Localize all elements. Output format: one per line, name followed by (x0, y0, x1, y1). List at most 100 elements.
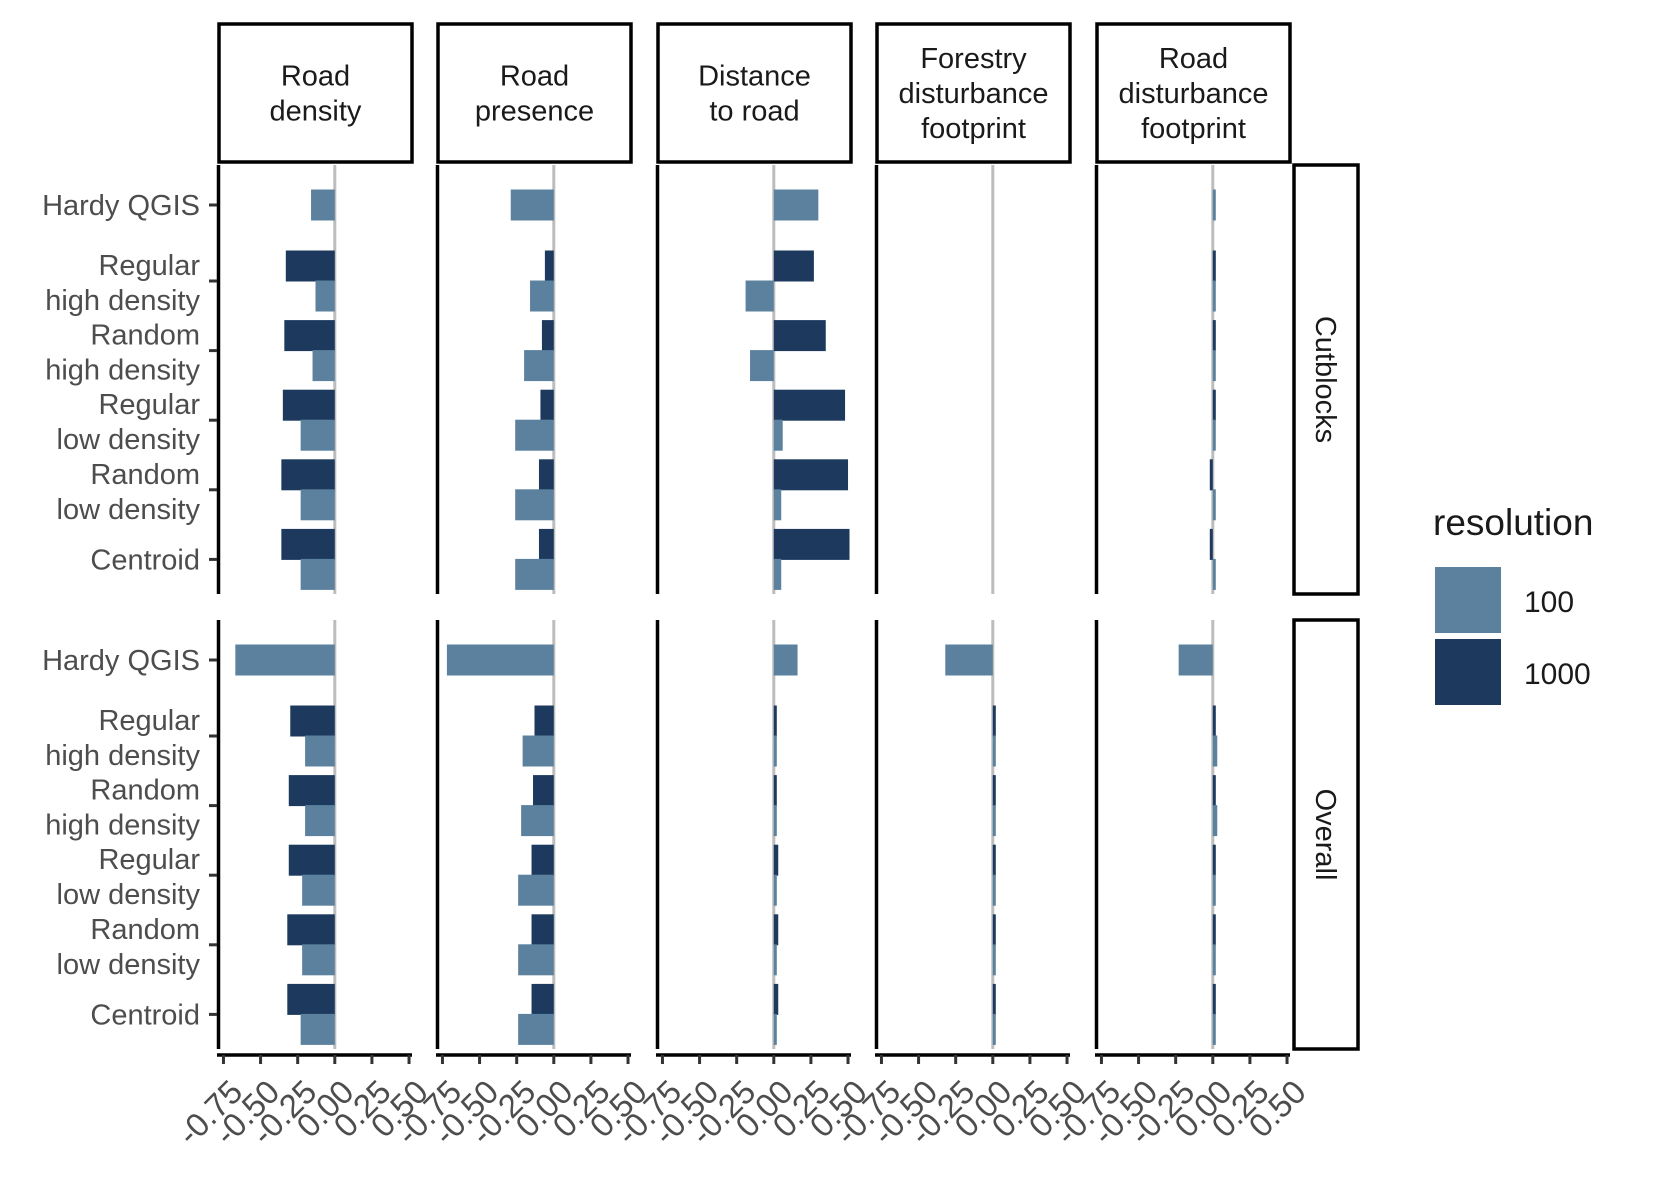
y-tick-label: high density (45, 285, 200, 317)
bar-100-random-low-density (518, 944, 554, 976)
bar-100-random-high-density (992, 805, 996, 837)
bar-100-random-high-density (312, 350, 335, 382)
row-strip-overall: Overall (1292, 618, 1360, 1051)
panel-cutblocks-road-disturbance-footprint (1094, 165, 1216, 594)
legend-label-1000: 1000 (1524, 658, 1591, 691)
bar-1000-random-high-density (773, 775, 777, 807)
strip-label: Road (1159, 43, 1228, 75)
bar-1000-random-high-density (992, 775, 996, 807)
bar-1000-random-low-density (992, 914, 996, 946)
legend-key-100 (1435, 567, 1501, 633)
y-tick-label: Regular (98, 705, 200, 737)
legend: resolution 100 1000 (1433, 502, 1593, 705)
strip-label: density (270, 96, 362, 128)
bar-100-regular-high-density (773, 735, 777, 767)
bar-1000-random-low-density (1209, 459, 1213, 491)
bar-1000-centroid (992, 983, 996, 1015)
bar-100-regular-high-density (1212, 280, 1216, 312)
strip-label: to road (709, 96, 799, 128)
bar-100-regular-low-density (1212, 419, 1216, 451)
bar-100-regular-low-density (300, 419, 335, 451)
strip-label: Road (500, 61, 569, 93)
y-tick-label: high density (45, 740, 200, 772)
y-tick-label: Centroid (90, 999, 200, 1031)
bar-100-centroid (992, 1013, 996, 1045)
bar-100-regular-high-density (1212, 735, 1218, 767)
x-axis-forestry-disturbance-footprint: -0.75-0.50-0.250.000.250.50 (828, 1053, 1093, 1152)
bar-100-regular-low-density (515, 419, 554, 451)
bar-1000-centroid (773, 528, 850, 560)
bar-1000-random-low-density (287, 914, 335, 946)
bar-100-random-high-density (1212, 805, 1218, 837)
bar-100-random-low-density (1212, 944, 1216, 976)
bar-100-regular-low-density (518, 874, 554, 906)
bar-100-random-low-density (302, 944, 335, 976)
bar-100-random-low-density (773, 489, 782, 521)
legend-key-1000 (1435, 639, 1501, 705)
bar-100-random-high-density (750, 350, 774, 382)
strip-box (1095, 22, 1292, 164)
strip-box (436, 22, 633, 164)
bar-100-random-low-density (515, 489, 554, 521)
bar-100-hardy-qgis (945, 644, 993, 676)
bar-100-hardy-qgis (1178, 644, 1213, 676)
y-tick-label: Regular (98, 844, 200, 876)
y-tick-label: Random (90, 775, 200, 807)
bar-1000-regular-low-density (773, 389, 846, 421)
bar-1000-random-high-density (773, 320, 826, 352)
bar-100-random-low-density (992, 944, 996, 976)
panel-overall-forestry-disturbance-footprint (874, 620, 996, 1049)
bar-100-regular-low-density (302, 874, 335, 906)
strip-box (656, 22, 853, 164)
bar-100-centroid (515, 558, 554, 590)
row-strip-label: Overall (1309, 789, 1341, 881)
row-strip-cutblocks: Cutblocks (1292, 163, 1360, 596)
bar-1000-random-low-density (773, 459, 849, 491)
bar-100-random-high-density (524, 350, 554, 382)
bar-1000-centroid (531, 983, 554, 1015)
bar-100-hardy-qgis (311, 189, 335, 221)
bar-100-regular-high-density (315, 280, 335, 312)
bar-100-hardy-qgis (773, 189, 819, 221)
y-tick-label: Random (90, 459, 200, 491)
bar-1000-random-low-density (538, 459, 554, 491)
bar-1000-random-low-density (773, 914, 779, 946)
bar-1000-centroid (281, 528, 335, 560)
panel-overall-distance-to-road (655, 620, 798, 1049)
bar-1000-random-high-density (1212, 775, 1216, 807)
bar-100-centroid (1212, 1013, 1216, 1045)
row-strip-label: Cutblocks (1309, 316, 1341, 443)
x-axis-distance-to-road: -0.75-0.50-0.250.000.250.50 (609, 1053, 874, 1152)
bar-100-random-high-density (521, 805, 554, 837)
bar-1000-regular-high-density (544, 250, 554, 282)
legend-title: resolution (1433, 502, 1593, 543)
bar-100-hardy-qgis (510, 189, 554, 221)
bar-1000-random-high-density (541, 320, 554, 352)
bar-100-regular-high-density (992, 735, 996, 767)
bar-1000-random-low-density (531, 914, 554, 946)
strip-label: disturbance (1119, 78, 1269, 110)
panel-cutblocks-road-presence (435, 165, 556, 594)
y-tick-label: Hardy QGIS (42, 190, 200, 222)
panel-overall-road-density (216, 620, 337, 1049)
bar-1000-random-high-density (284, 320, 335, 352)
bar-100-hardy-qgis (1212, 189, 1216, 221)
bar-100-regular-high-density (530, 280, 554, 312)
bar-1000-regular-high-density (290, 705, 335, 737)
panel-overall-road-disturbance-footprint (1094, 620, 1218, 1049)
bar-100-random-high-density (1212, 350, 1216, 382)
bar-100-regular-high-density (522, 735, 554, 767)
bar-100-centroid (1212, 558, 1216, 590)
bar-1000-regular-low-density (531, 844, 554, 876)
bar-100-random-low-density (300, 489, 335, 521)
bar-1000-random-low-density (1212, 914, 1216, 946)
panel-cutblocks-distance-to-road (655, 165, 850, 594)
bar-100-regular-low-density (992, 874, 996, 906)
bar-1000-random-high-density (1212, 320, 1216, 352)
bar-100-hardy-qgis (446, 644, 554, 676)
